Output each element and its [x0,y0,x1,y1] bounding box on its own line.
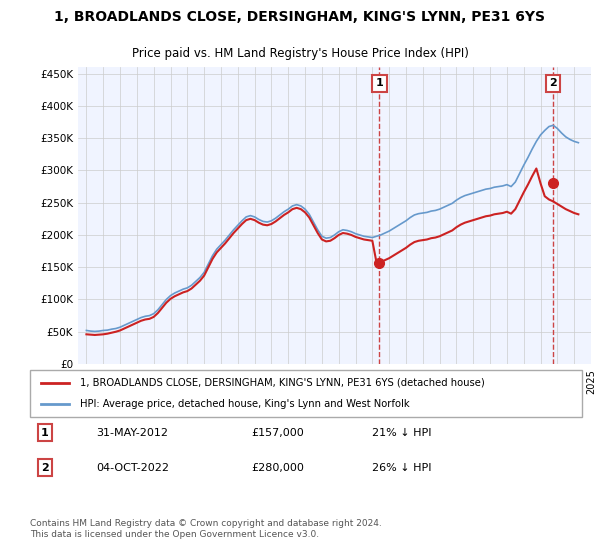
Text: £157,000: £157,000 [251,428,304,438]
Text: 2: 2 [549,78,557,88]
Text: 04-OCT-2022: 04-OCT-2022 [96,463,169,473]
Text: 2: 2 [41,463,49,473]
Text: HPI: Average price, detached house, King's Lynn and West Norfolk: HPI: Average price, detached house, King… [80,399,409,409]
Text: 1, BROADLANDS CLOSE, DERSINGHAM, KING'S LYNN, PE31 6YS (detached house): 1, BROADLANDS CLOSE, DERSINGHAM, KING'S … [80,378,484,388]
Text: Contains HM Land Registry data © Crown copyright and database right 2024.
This d: Contains HM Land Registry data © Crown c… [30,519,382,539]
Text: £280,000: £280,000 [251,463,304,473]
Text: Price paid vs. HM Land Registry's House Price Index (HPI): Price paid vs. HM Land Registry's House … [131,47,469,60]
Text: 1, BROADLANDS CLOSE, DERSINGHAM, KING'S LYNN, PE31 6YS: 1, BROADLANDS CLOSE, DERSINGHAM, KING'S … [55,10,545,24]
FancyBboxPatch shape [30,370,582,417]
Text: 1: 1 [376,78,383,88]
Text: 26% ↓ HPI: 26% ↓ HPI [372,463,432,473]
Text: 31-MAY-2012: 31-MAY-2012 [96,428,168,438]
Text: 1: 1 [41,428,49,438]
Text: 21% ↓ HPI: 21% ↓ HPI [372,428,432,438]
